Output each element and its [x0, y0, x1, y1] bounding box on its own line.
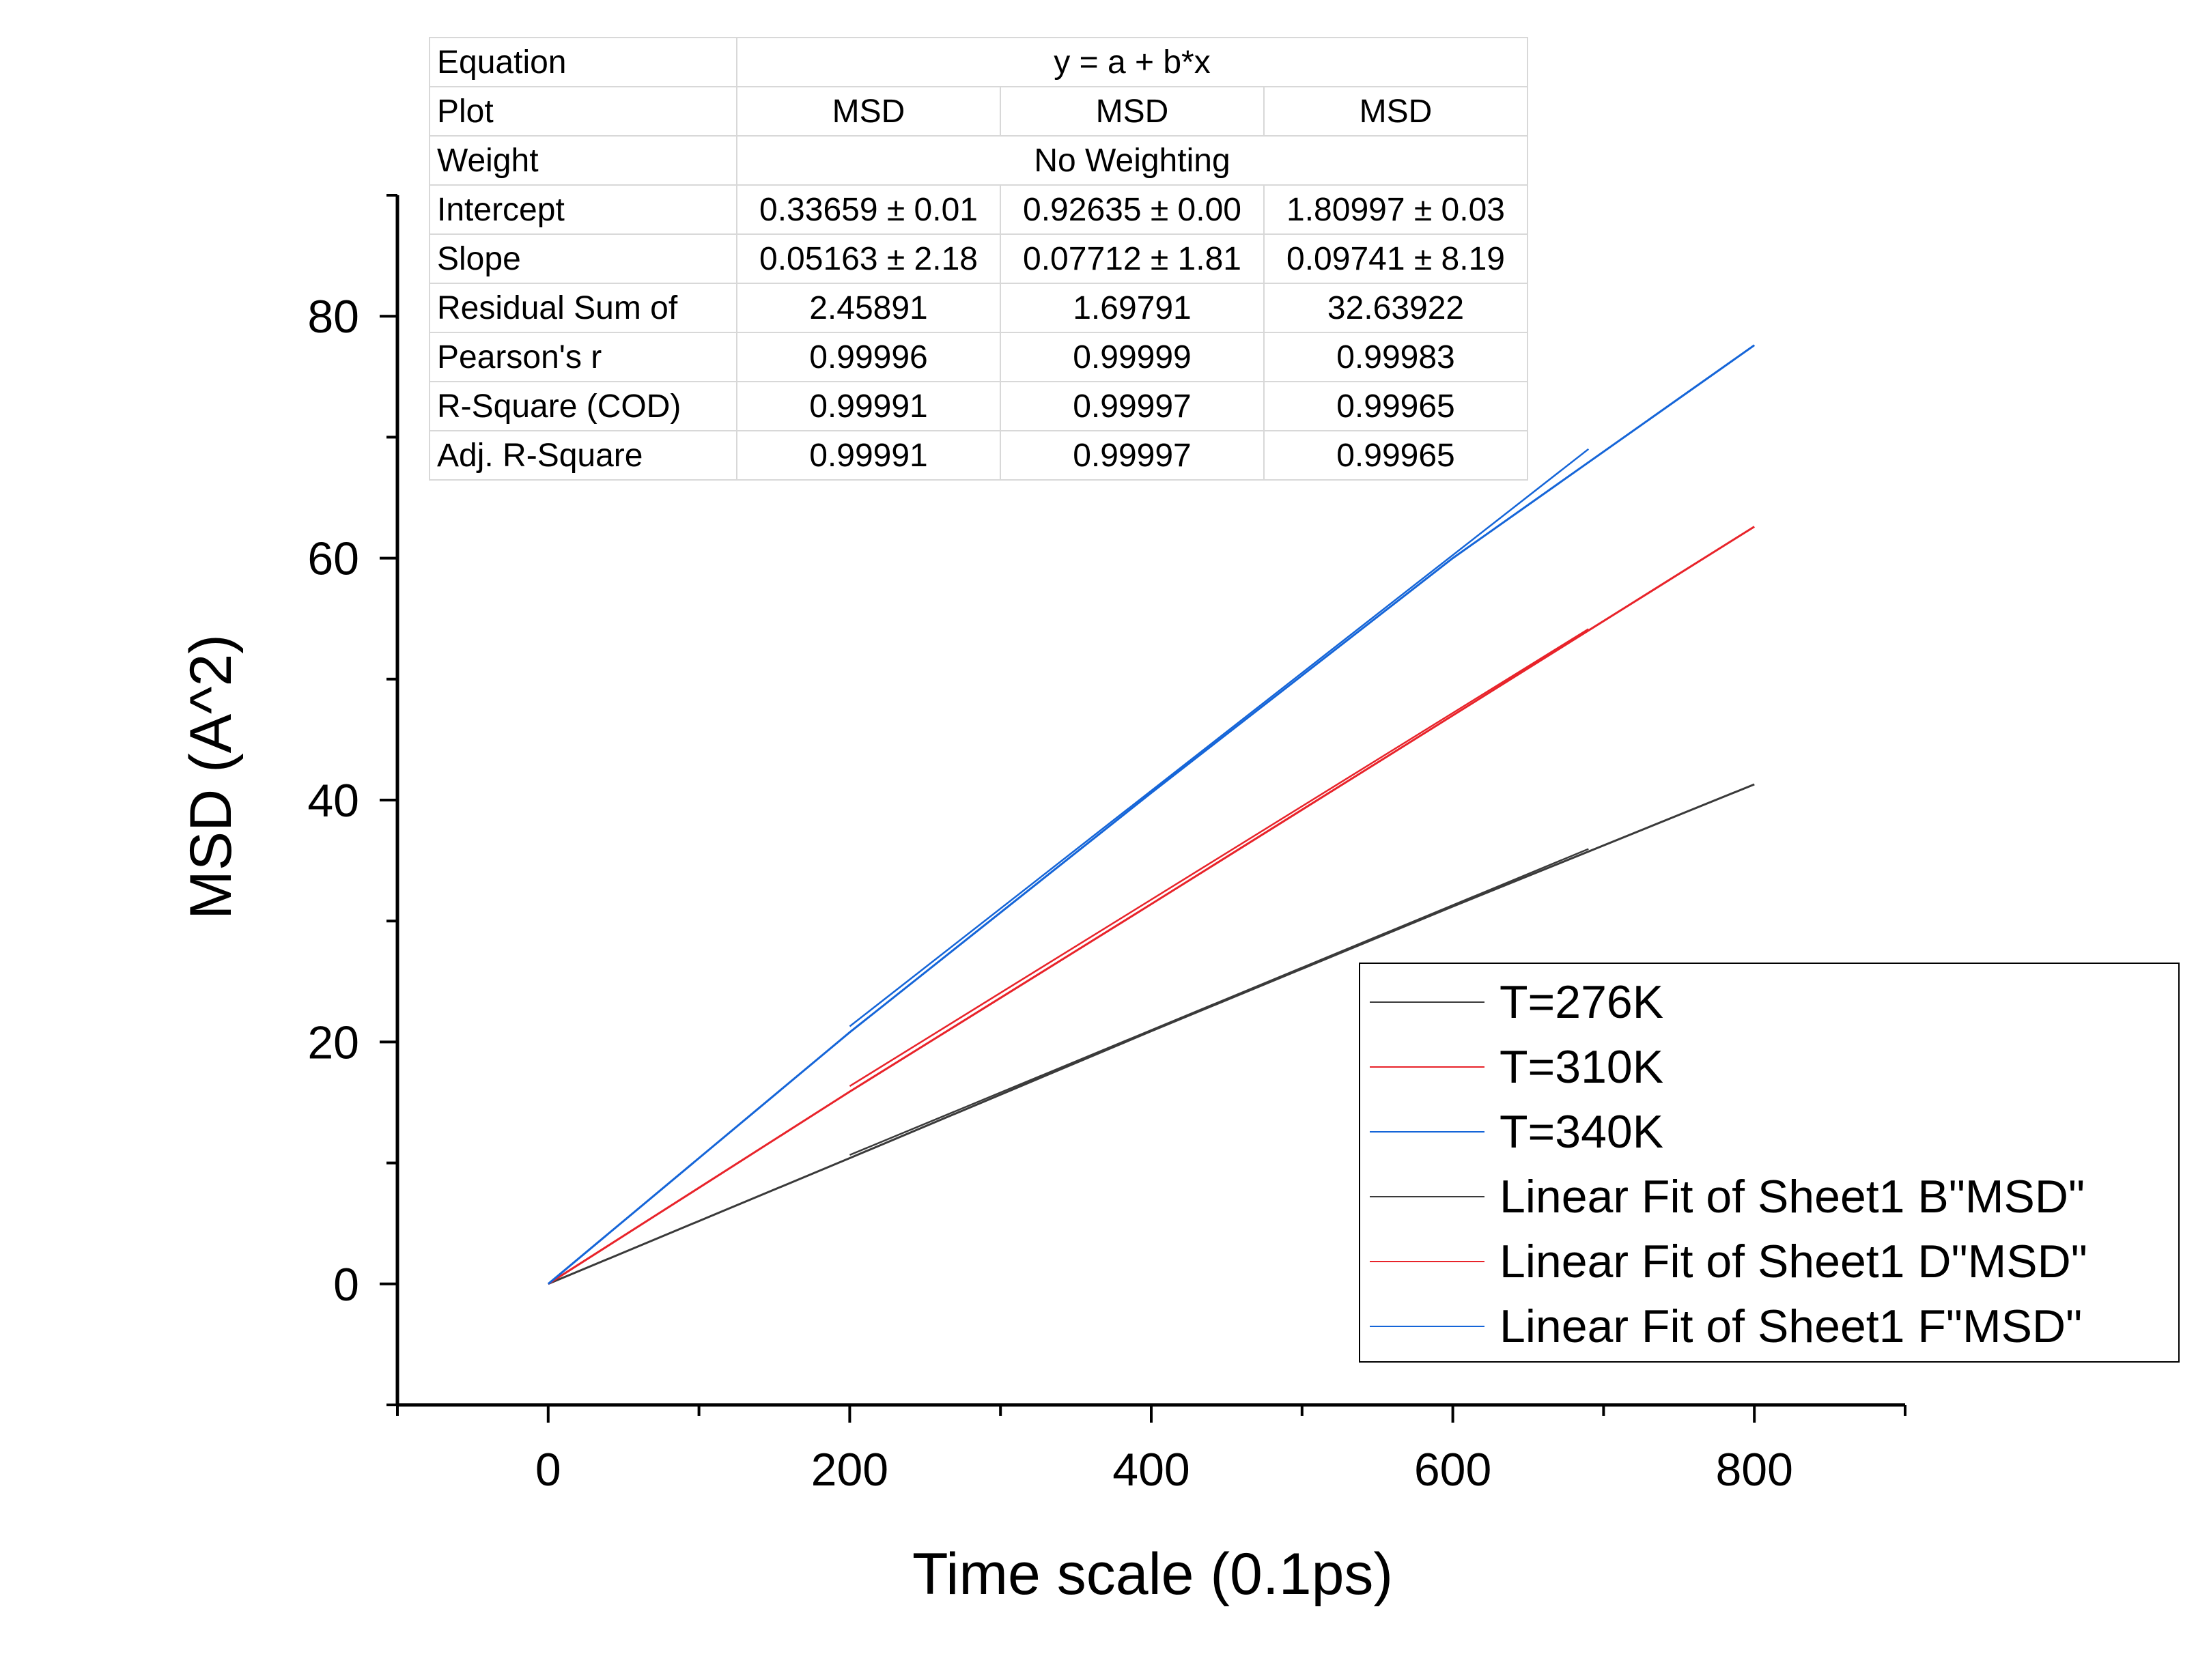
fit-table-cell: 0.99965 [1263, 430, 1528, 481]
legend-swatch [1370, 1066, 1484, 1068]
legend-item: Linear Fit of Sheet1 D"MSD" [1370, 1229, 2087, 1294]
legend-label: T=310K [1500, 1041, 1664, 1093]
legend-item: T=340K [1370, 1099, 1663, 1165]
x-axis-label: Time scale (0.1ps) [912, 1541, 1393, 1607]
fit-table-cell: 0.99997 [1000, 430, 1265, 481]
fit-table-cell: 1.69791 [1000, 283, 1265, 333]
fit-table-label: Equation [429, 37, 737, 87]
legend-item: Linear Fit of Sheet1 F"MSD" [1370, 1294, 2082, 1359]
legend-swatch [1370, 1001, 1484, 1003]
y-tick-label: 20 [307, 1016, 359, 1068]
series-line [547, 344, 1756, 1285]
x-tick-label: 600 [1414, 1444, 1491, 1496]
fit-table-row: Plot MSD MSD MSD [429, 86, 1528, 137]
fit-table-row: Adj. R-Square 0.99991 0.99997 0.99965 [429, 430, 1528, 481]
fit-table-cell: 0.09741 ± 8.19 [1263, 233, 1528, 284]
plot-lines [547, 344, 1756, 1285]
fit-table-cell: 2.45891 [736, 283, 1001, 333]
fit-table-cell: 0.05163 ± 2.18 [736, 233, 1001, 284]
fit-table-cell: 0.99999 [1000, 332, 1265, 382]
y-tick-label: 0 [333, 1259, 359, 1311]
fit-table-cell: MSD [736, 86, 1001, 137]
fit-table-label: Plot [429, 86, 737, 137]
y-tick-label: 60 [307, 533, 359, 585]
fit-table-row: Equation y = a + b*x [429, 37, 1528, 87]
fit-table-label: Intercept [429, 184, 737, 235]
y-axis-label: MSD (A^2) [178, 634, 244, 920]
series-line [547, 526, 1755, 1285]
legend-item: T=310K [1370, 1034, 1663, 1100]
fit-table-cell: 0.99997 [1000, 381, 1265, 431]
series-line [548, 783, 1755, 1285]
fit-table-cell: 0.99996 [736, 332, 1001, 382]
legend-label: T=340K [1500, 1106, 1664, 1158]
fit-table-cell: 0.07712 ± 1.81 [1000, 233, 1265, 284]
fit-table-label: Adj. R-Square [429, 430, 737, 481]
legend-label: Linear Fit of Sheet1 B"MSD" [1500, 1171, 2085, 1223]
fit-table-cell: 0.99965 [1263, 381, 1528, 431]
legend-swatch [1370, 1326, 1484, 1327]
fit-table-cell: 0.99991 [736, 381, 1001, 431]
fit-table-cell: 1.80997 ± 0.03 [1263, 184, 1528, 235]
legend-label: Linear Fit of Sheet1 F"MSD" [1500, 1300, 2083, 1352]
x-tick-label: 0 [535, 1444, 561, 1496]
legend-swatch [1370, 1196, 1484, 1197]
fit-table-cell: 0.99983 [1263, 332, 1528, 382]
series-line [849, 848, 1589, 1156]
fit-table-label: R-Square (COD) [429, 381, 737, 431]
fit-table-cell: MSD [1000, 86, 1265, 137]
axes: 0 200 400 600 800 0 20 40 60 80 [307, 194, 1906, 1496]
fit-table-row: Weight No Weighting [429, 135, 1528, 186]
fit-table-cell: MSD [1263, 86, 1528, 137]
fit-table-row: Slope 0.05163 ± 2.18 0.07712 ± 1.81 0.09741… [429, 233, 1528, 284]
fit-table-cell: No Weighting [736, 135, 1528, 186]
fit-table-label: Pearson's r [429, 332, 737, 382]
fit-table-row: Pearson's r 0.99996 0.99999 0.99983 [429, 332, 1528, 382]
fit-table-row: Intercept 0.33659 ± 0.01 0.92635 ± 0.00 1.8… [429, 184, 1528, 235]
y-tick-label: 40 [307, 775, 359, 827]
legend-item: T=276K [1370, 969, 1663, 1035]
legend-swatch [1370, 1261, 1484, 1262]
fit-table-cell: 32.63922 [1263, 283, 1528, 333]
legend-label: T=276K [1500, 976, 1664, 1028]
x-tick-label: 200 [811, 1444, 888, 1496]
legend-swatch [1370, 1131, 1484, 1133]
fit-table-row: Residual Sum of 2.45891 1.69791 32.63922 [429, 283, 1528, 333]
legend: T=276K T=310K T=340K Linear Fit of Sheet1 B… [1359, 963, 2180, 1363]
series-line [849, 628, 1589, 1087]
legend-item: Linear Fit of Sheet1 B"MSD" [1370, 1164, 2085, 1229]
fit-table-cell: 0.33659 ± 0.01 [736, 184, 1001, 235]
x-tick-label: 800 [1715, 1444, 1792, 1496]
fit-table-cell: 0.92635 ± 0.00 [1000, 184, 1265, 235]
fit-table-label: Weight [429, 135, 737, 186]
fit-results-table: Equation y = a + b*x Plot MSD MSD MSD Weight No… [429, 37, 1528, 481]
x-tick-label: 400 [1112, 1444, 1190, 1496]
fit-table-row: R-Square (COD) 0.99991 0.99997 0.99965 [429, 381, 1528, 431]
series-line [849, 448, 1590, 1027]
legend-label: Linear Fit of Sheet1 D"MSD" [1500, 1236, 2087, 1287]
fit-table-label: Residual Sum of [429, 283, 737, 333]
fit-table-cell: y = a + b*x [736, 37, 1528, 87]
fit-table-label: Slope [429, 233, 737, 284]
y-tick-label: 80 [307, 291, 359, 343]
fit-table-cell: 0.99991 [736, 430, 1001, 481]
